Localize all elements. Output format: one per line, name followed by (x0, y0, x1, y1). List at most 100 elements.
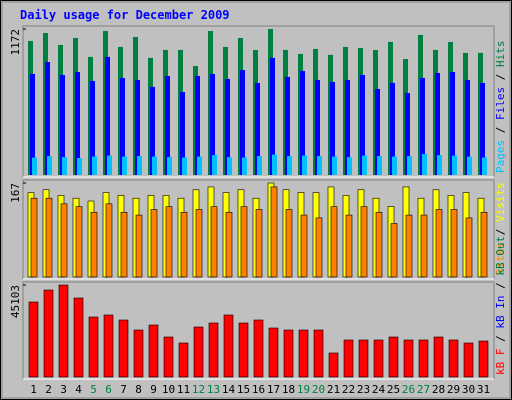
bar (193, 326, 204, 378)
bar (137, 156, 142, 175)
x-tick-label: 26 (402, 383, 415, 396)
x-tick-label: 4 (75, 383, 82, 396)
chart-title: Daily usage for December 2009 (20, 8, 230, 22)
x-tick-label: 30 (462, 383, 475, 396)
bar (465, 79, 470, 175)
bar (465, 217, 473, 278)
bar (377, 156, 382, 175)
legend-entry: Pages (494, 140, 507, 173)
bar (257, 156, 262, 175)
bar (118, 319, 129, 378)
bar (482, 157, 487, 175)
x-tick-label: 27 (417, 383, 430, 396)
bar (283, 329, 294, 378)
bar (375, 211, 383, 278)
bar (448, 339, 459, 378)
bar (60, 74, 65, 175)
bar (62, 157, 67, 175)
bar (450, 209, 458, 278)
legend-separator: / (494, 276, 507, 296)
bar (287, 156, 292, 175)
bar (73, 297, 84, 378)
bar (75, 206, 83, 278)
x-tick-label: 12 (192, 383, 205, 396)
bar (360, 74, 365, 175)
bar (225, 78, 230, 175)
bar (450, 71, 455, 175)
bar (300, 70, 305, 175)
bar (88, 316, 99, 378)
x-tick-label: 7 (120, 383, 127, 396)
legend-separator: / (494, 329, 507, 349)
bar (480, 82, 485, 175)
bar (435, 72, 440, 175)
legend-entry: Hits (494, 41, 507, 68)
bar (212, 155, 217, 175)
bar (135, 214, 143, 278)
bar (392, 156, 397, 175)
legend: Sites / Visits (494, 182, 507, 275)
bar (47, 156, 52, 175)
legend-entry: Sites (494, 242, 507, 275)
bar (298, 329, 309, 378)
x-tick-label: 25 (387, 383, 400, 396)
bar (328, 352, 339, 378)
bar (103, 314, 114, 378)
bar (150, 209, 158, 278)
bar (223, 314, 234, 378)
bar (197, 156, 202, 175)
bar (478, 340, 489, 378)
bar (240, 206, 248, 278)
bar (255, 82, 260, 175)
x-tick-label: 13 (207, 383, 220, 396)
x-tick-label: 16 (252, 383, 265, 396)
legend-separator: / (494, 120, 507, 140)
bar (285, 76, 290, 175)
bar (163, 336, 174, 378)
bar (43, 289, 54, 378)
bar (390, 82, 395, 175)
y-tick-label: 167 (9, 183, 22, 203)
bar (238, 322, 249, 378)
bar (255, 209, 263, 278)
bar (152, 156, 157, 175)
y-tick-label: 1172 (9, 29, 22, 56)
x-tick-label: 19 (297, 383, 310, 396)
bar (180, 92, 185, 175)
x-tick-label: 22 (342, 383, 355, 396)
bar (388, 336, 399, 378)
bar (90, 211, 98, 278)
bar (300, 214, 308, 278)
x-tick-label: 14 (222, 383, 236, 396)
x-tick-label: 5 (90, 383, 97, 396)
bar (208, 322, 219, 378)
x-tick-label: 23 (357, 383, 370, 396)
bar (133, 329, 144, 378)
bar (195, 75, 200, 175)
bar (107, 155, 112, 175)
legend-separator: / (494, 222, 507, 242)
legend-entry: kB Out (494, 236, 507, 276)
bar (403, 339, 414, 378)
x-tick-label: 10 (162, 383, 175, 396)
bar (313, 329, 324, 378)
bar (405, 214, 413, 278)
bar (225, 211, 233, 278)
bar (358, 339, 369, 378)
x-tick-label: 31 (477, 383, 490, 396)
bar (362, 155, 367, 175)
bar (90, 80, 95, 175)
x-tick-label: 28 (432, 383, 445, 396)
x-tick-label: 20 (312, 383, 325, 396)
x-tick-label: 9 (150, 383, 157, 396)
bar (167, 157, 172, 175)
bar (302, 155, 307, 175)
bar (375, 88, 380, 175)
bar (120, 77, 125, 175)
bar (58, 284, 69, 378)
bar (405, 93, 410, 175)
bar (210, 206, 218, 278)
x-tick-label: 11 (177, 383, 190, 396)
bar (105, 203, 113, 278)
